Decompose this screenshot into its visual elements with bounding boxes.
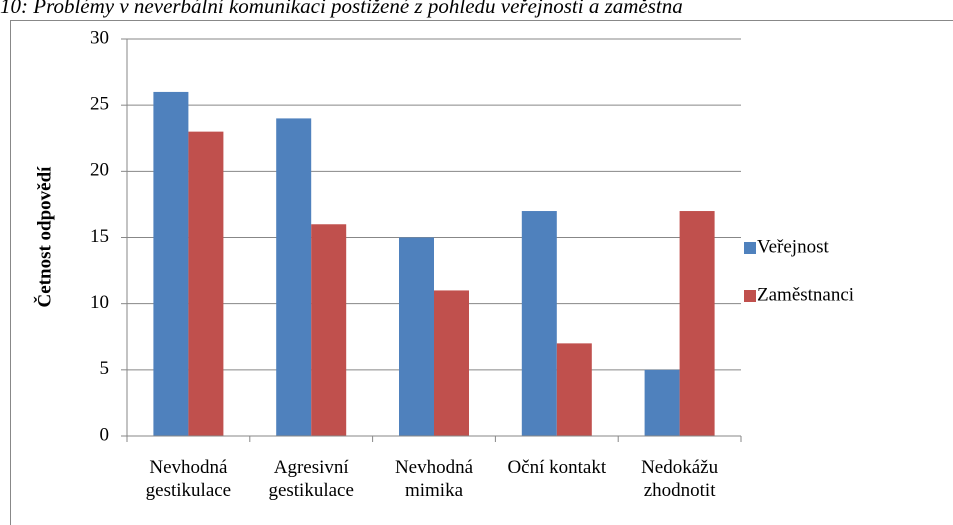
y-axis-label: Četnost odpovědí xyxy=(33,166,55,308)
legend-swatch xyxy=(744,242,756,254)
chart-title: 10: Problémy v neverbální komunikaci pos… xyxy=(0,0,683,18)
legend-label: Zaměstnanci xyxy=(757,284,854,305)
y-tick-label: 15 xyxy=(90,226,109,247)
legend-label: Veřejnost xyxy=(757,236,829,257)
bar xyxy=(188,131,224,436)
bar xyxy=(153,91,189,436)
bar xyxy=(434,290,469,436)
legend-swatch xyxy=(744,290,756,302)
x-tick-label: Oční kontakt xyxy=(507,457,607,478)
bar xyxy=(276,118,312,437)
chart-border xyxy=(10,20,953,525)
x-tick-label: Nevhodná gestikulace xyxy=(145,457,232,501)
x-tick-label: Nedokážu zhodnotit xyxy=(641,457,719,501)
x-tick-label: Nevhodná mimika xyxy=(394,457,474,501)
bar xyxy=(556,343,592,436)
bar xyxy=(644,369,680,436)
y-tick-label: 5 xyxy=(100,358,110,379)
x-tick-label: Agresivní gestikulace xyxy=(268,457,354,501)
y-tick-label: 20 xyxy=(90,160,109,181)
bar xyxy=(399,237,434,436)
y-tick-label: 30 xyxy=(90,27,109,48)
y-tick-label: 25 xyxy=(90,94,109,115)
y-tick-label: 10 xyxy=(90,292,109,313)
bar xyxy=(521,211,557,436)
y-tick-label: 0 xyxy=(100,424,110,445)
bar xyxy=(311,224,347,436)
bar xyxy=(679,211,715,436)
